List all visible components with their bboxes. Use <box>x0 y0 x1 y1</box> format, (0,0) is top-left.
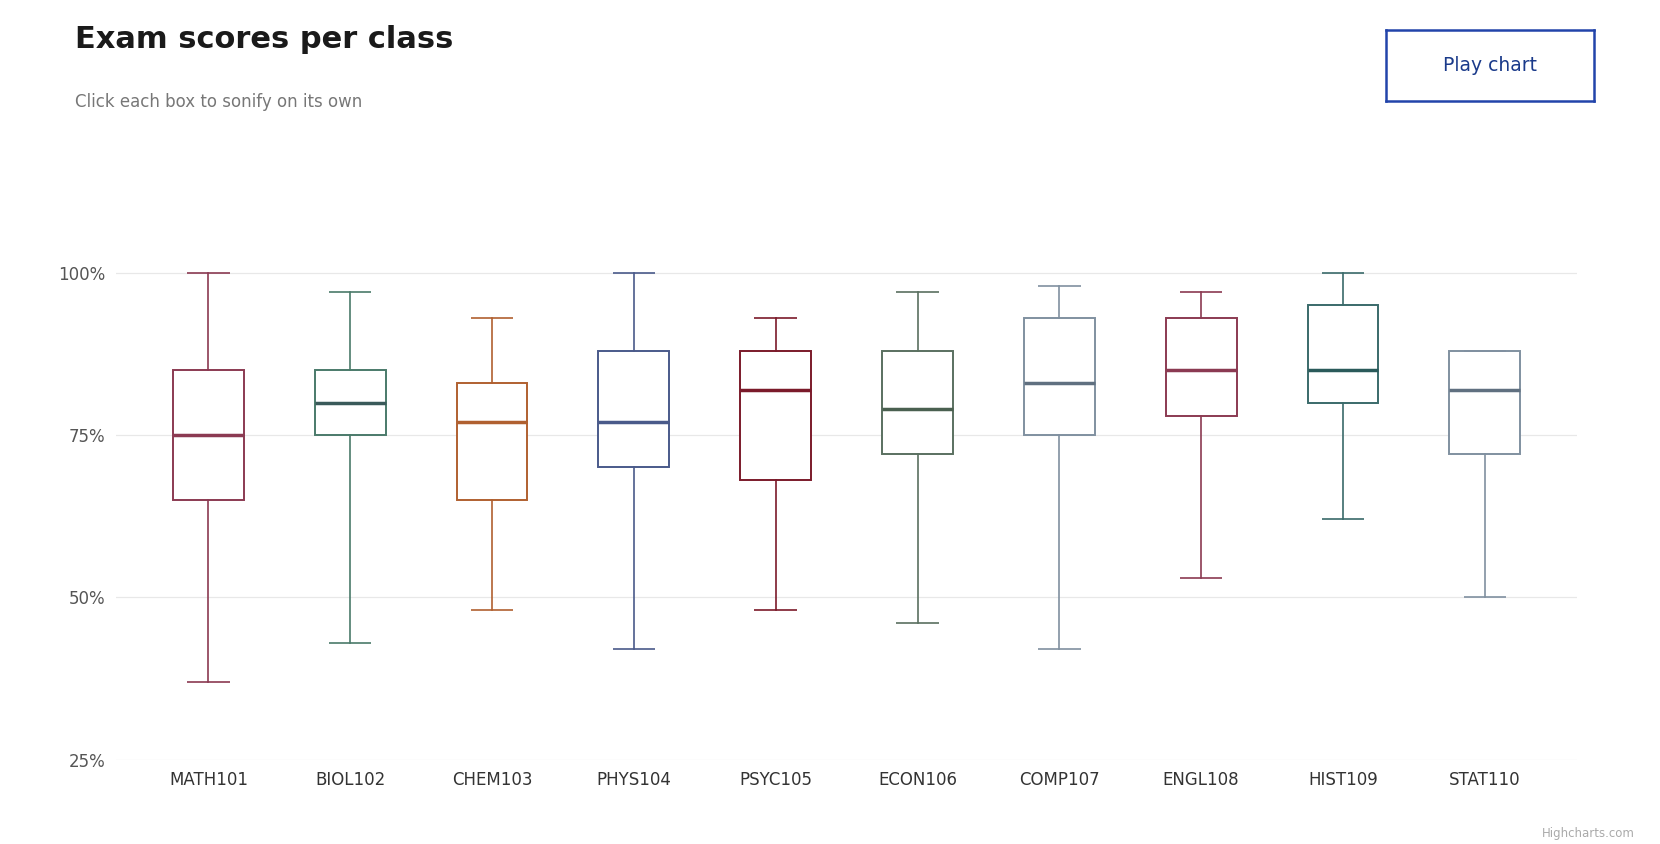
Bar <box>315 370 385 435</box>
Bar <box>740 350 812 480</box>
Bar <box>1449 350 1521 454</box>
Bar <box>1165 318 1237 415</box>
Bar <box>457 383 528 500</box>
Text: Highcharts.com: Highcharts.com <box>1542 827 1635 840</box>
Text: Play chart: Play chart <box>1443 56 1537 75</box>
Bar <box>1024 318 1096 435</box>
Text: Exam scores per class: Exam scores per class <box>75 25 453 54</box>
Bar <box>173 370 244 500</box>
Bar <box>598 350 669 468</box>
Bar <box>1308 306 1378 403</box>
Text: Click each box to sonify on its own: Click each box to sonify on its own <box>75 93 362 111</box>
Bar <box>881 350 953 454</box>
